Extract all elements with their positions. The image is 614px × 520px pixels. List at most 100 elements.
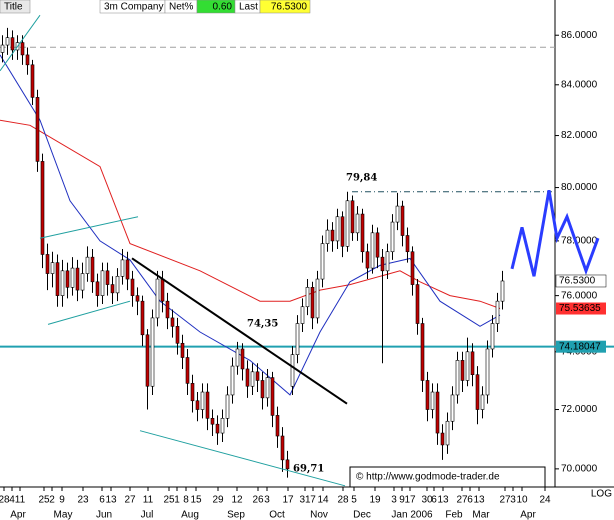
x-tick-label: 12 — [231, 495, 243, 506]
candle-body — [475, 374, 480, 410]
month-label: Mar — [472, 510, 490, 520]
candle-body — [250, 371, 255, 387]
candle-body — [465, 351, 470, 381]
candle-body — [45, 254, 50, 274]
candle-body — [60, 270, 65, 296]
candle-body — [345, 200, 350, 247]
x-tick-label: 4 — [9, 495, 15, 506]
annotation: 79,84 — [346, 173, 377, 184]
x-tick-label: 27 — [456, 495, 468, 506]
month-label: Aug — [181, 510, 199, 520]
candle-body — [410, 251, 415, 285]
x-tick-label: 27 — [499, 495, 511, 506]
y-tick-label: 70.0000 — [561, 464, 598, 475]
candle-body — [125, 259, 130, 280]
candle-body — [135, 295, 140, 302]
candle-body — [80, 273, 85, 291]
price-marker — [556, 340, 606, 353]
candle-body — [365, 251, 370, 269]
x-tick-label: 9 — [399, 495, 405, 506]
candle-body — [240, 348, 245, 370]
net-label: Net% — [169, 2, 194, 13]
last-value: 76.5300 — [271, 2, 308, 13]
candle-body — [360, 213, 365, 253]
candle-body — [290, 354, 295, 387]
title-button-box — [0, 0, 31, 14]
candle-body — [85, 256, 90, 274]
price-marker — [556, 302, 606, 315]
x-tick-label: 7 — [310, 495, 316, 506]
x-tick-label: 3 — [264, 495, 270, 506]
candle-body — [260, 380, 265, 399]
candle-body — [130, 278, 135, 296]
candle-body — [350, 200, 355, 234]
candle-body — [120, 259, 125, 277]
candle-body — [0, 44, 5, 53]
month-label: Feb — [445, 510, 463, 520]
candle-body — [195, 400, 200, 410]
x-tick-label: 31 — [299, 495, 311, 506]
candle-body — [180, 342, 185, 358]
candle-body — [280, 435, 285, 461]
candle-body — [415, 284, 420, 324]
candle-body — [50, 262, 55, 274]
x-tick-label: 23 — [77, 495, 89, 506]
price-marker-label: 74.18047 — [559, 341, 601, 352]
candle-body — [215, 423, 220, 434]
candle-body — [35, 97, 40, 162]
candle-body — [295, 323, 300, 355]
month-label: Dec — [353, 510, 371, 520]
copyright-box — [349, 466, 546, 488]
scale-label: LOG — [591, 489, 612, 500]
candle-body — [435, 391, 440, 434]
x-tick-label: 28 — [337, 495, 349, 506]
x-tick-label: 25 — [38, 495, 50, 506]
x-tick-label: 8 — [183, 495, 189, 506]
candle-body — [265, 377, 270, 399]
candle-body — [310, 287, 315, 319]
x-tick-label: 11 — [15, 495, 26, 506]
candle-body — [270, 377, 275, 416]
candle-body — [160, 278, 165, 302]
x-tick-label: 9 — [59, 495, 65, 506]
candle-body — [40, 161, 45, 255]
trend-drawing — [510, 189, 600, 277]
candle-body — [165, 300, 170, 319]
candle-body — [355, 213, 360, 234]
month-label: Sep — [227, 510, 245, 520]
candle-body — [480, 394, 485, 410]
candle-body — [30, 64, 35, 98]
x-tick-label: 5 — [351, 495, 357, 506]
candle-body — [95, 281, 100, 296]
candle-body — [445, 420, 450, 446]
candle-body — [115, 276, 120, 294]
x-tick-label: 13 — [105, 495, 117, 506]
candle-body — [90, 256, 95, 283]
x-tick-label: 30 — [421, 495, 433, 506]
candle-body — [305, 287, 310, 308]
trend-drawing — [139, 430, 346, 487]
candle-body — [70, 267, 75, 288]
moving-average — [0, 119, 501, 309]
candle-body — [395, 205, 400, 223]
candle-body — [210, 418, 215, 425]
x-tick-label: 6 — [99, 495, 105, 506]
month-label: Jul — [141, 510, 154, 520]
y-tick-label: 82.0000 — [561, 130, 598, 141]
candle-body — [450, 394, 455, 422]
candle-body — [380, 256, 385, 272]
candle-body — [340, 216, 345, 247]
candle-body — [430, 391, 435, 410]
month-label: May — [54, 510, 73, 520]
x-tick-label: 25 — [163, 495, 175, 506]
x-tick-label: 1 — [174, 495, 180, 506]
price-marker-label: 76.5300 — [559, 276, 596, 287]
x-tick-label: 6 — [467, 495, 473, 506]
candle-body — [400, 205, 405, 236]
candle-body — [300, 306, 305, 324]
last-label: Last — [239, 2, 258, 13]
candle-body — [75, 267, 80, 291]
net-value: 0.60 — [213, 2, 233, 13]
candle-body — [205, 391, 210, 419]
price-marker-label: 75.53635 — [559, 303, 601, 314]
